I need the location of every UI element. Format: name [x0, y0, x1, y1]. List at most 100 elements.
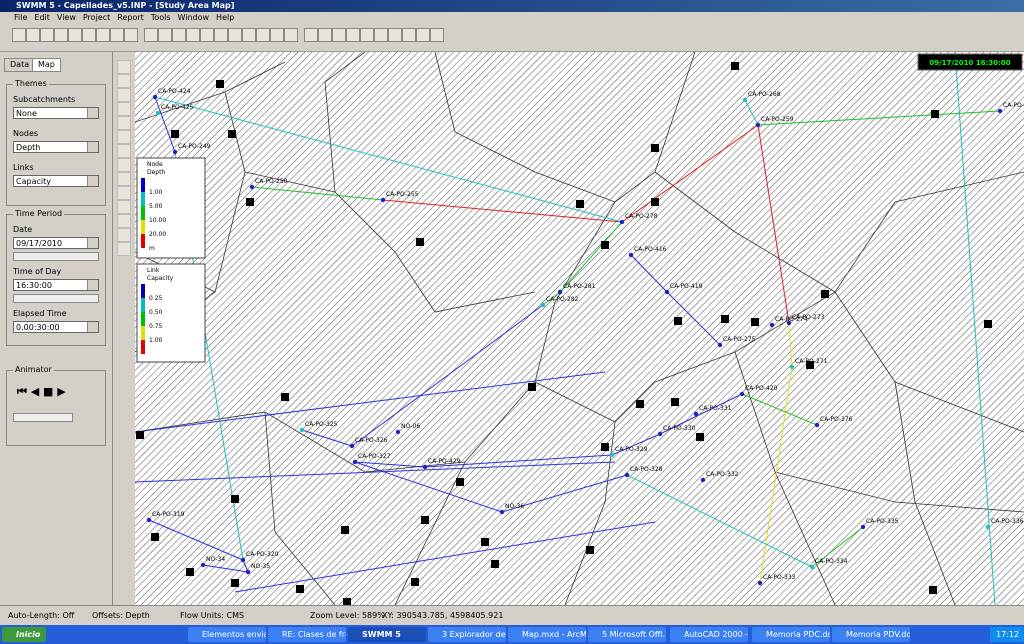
toolbar-button[interactable]	[40, 28, 54, 42]
tool-button[interactable]	[117, 158, 131, 172]
node[interactable]	[815, 423, 819, 427]
node[interactable]	[156, 111, 160, 115]
combo-box[interactable]: Capacity	[13, 175, 99, 187]
tab[interactable]: Map	[32, 58, 61, 72]
toolbar-button[interactable]	[416, 28, 430, 42]
node[interactable]	[300, 428, 304, 432]
node[interactable]	[241, 558, 245, 562]
task-button[interactable]: Map.mxd - ArcMa...	[508, 627, 586, 642]
toolbar-button[interactable]	[110, 28, 124, 42]
tool-button[interactable]	[117, 130, 131, 144]
toolbar-button[interactable]	[124, 28, 138, 42]
task-button[interactable]: Memoria PDC.doc...	[752, 627, 830, 642]
node[interactable]	[694, 412, 698, 416]
tool-button[interactable]	[117, 214, 131, 228]
animator-controls[interactable]: ⏮ ◀ ■ ▶	[17, 385, 66, 399]
node[interactable]	[743, 98, 747, 102]
toolbar-button[interactable]	[96, 28, 110, 42]
tool-button[interactable]	[117, 116, 131, 130]
node[interactable]	[396, 430, 400, 434]
start-button[interactable]: Inicio	[2, 627, 46, 642]
node[interactable]	[173, 150, 177, 154]
node[interactable]	[998, 109, 1002, 113]
combo-box[interactable]: Depth	[13, 141, 99, 153]
toolbar-button[interactable]	[374, 28, 388, 42]
node[interactable]	[718, 343, 722, 347]
toolbar-button[interactable]	[360, 28, 374, 42]
task-button[interactable]: RE: Clases de fra...	[268, 627, 346, 642]
menu-item[interactable]: Edit	[34, 13, 50, 22]
task-button[interactable]: SWMM 5	[348, 627, 426, 642]
node[interactable]	[665, 290, 669, 294]
toolbar-button[interactable]	[172, 28, 186, 42]
toolbar-button[interactable]	[332, 28, 346, 42]
toolbar-button[interactable]	[12, 28, 26, 42]
node[interactable]	[756, 123, 760, 127]
task-button[interactable]: AutoCAD 2000 - [...	[670, 627, 748, 642]
node[interactable]	[250, 185, 254, 189]
tab[interactable]: Data	[4, 58, 35, 72]
node[interactable]	[629, 253, 633, 257]
node[interactable]	[381, 198, 385, 202]
tool-button[interactable]	[117, 74, 131, 88]
node[interactable]	[790, 365, 794, 369]
menu-item[interactable]: Report	[117, 13, 144, 22]
menu-item[interactable]: Tools	[151, 13, 171, 22]
toolbar-button[interactable]	[256, 28, 270, 42]
tool-button[interactable]	[117, 88, 131, 102]
task-button[interactable]: 5 Microsoft Offi...	[588, 627, 666, 642]
task-button[interactable]: 3 Explorador de...	[428, 627, 506, 642]
tool-button[interactable]	[117, 186, 131, 200]
toolbar-button[interactable]	[388, 28, 402, 42]
toolbar-button[interactable]	[402, 28, 416, 42]
node[interactable]	[770, 323, 774, 327]
toolbar-button[interactable]	[270, 28, 284, 42]
tool-button[interactable]	[117, 172, 131, 186]
study-area-map[interactable]: CA-PO-424CA-PO-425CA-PO-249CA-PO-250CA-P…	[135, 52, 1024, 605]
toolbar-button[interactable]	[284, 28, 298, 42]
toolbar-button[interactable]	[186, 28, 200, 42]
node[interactable]	[787, 321, 791, 325]
node[interactable]	[153, 95, 157, 99]
node[interactable]	[625, 473, 629, 477]
menu-item[interactable]: View	[57, 13, 76, 22]
toolbar-button[interactable]	[144, 28, 158, 42]
toolbar-button[interactable]	[26, 28, 40, 42]
speed-slider[interactable]	[13, 413, 73, 422]
node[interactable]	[986, 525, 990, 529]
node[interactable]	[423, 465, 427, 469]
tool-button[interactable]	[117, 102, 131, 116]
node[interactable]	[350, 444, 354, 448]
toolbar-button[interactable]	[242, 28, 256, 42]
task-button[interactable]: Memoria PDV.doc...	[832, 627, 910, 642]
task-button[interactable]: Elementos enviad...	[188, 627, 266, 642]
node[interactable]	[246, 570, 250, 574]
time-box[interactable]: 16:30:00	[13, 279, 99, 291]
toolbar-button[interactable]	[54, 28, 68, 42]
node[interactable]	[201, 563, 205, 567]
date-box[interactable]: 09/17/2010	[13, 237, 99, 249]
node[interactable]	[740, 392, 744, 396]
node[interactable]	[610, 453, 614, 457]
tool-button[interactable]	[117, 60, 131, 74]
node[interactable]	[701, 478, 705, 482]
menu-item[interactable]: File	[14, 13, 27, 22]
node[interactable]	[658, 432, 662, 436]
toolbar-button[interactable]	[158, 28, 172, 42]
tool-button[interactable]	[117, 200, 131, 214]
tool-button[interactable]	[117, 228, 131, 242]
menu-item[interactable]: Help	[216, 13, 234, 22]
toolbar-button[interactable]	[228, 28, 242, 42]
slider[interactable]	[13, 252, 99, 261]
node[interactable]	[758, 581, 762, 585]
menu-item[interactable]: Project	[83, 13, 110, 22]
node[interactable]	[861, 525, 865, 529]
toolbar-button[interactable]	[82, 28, 96, 42]
node[interactable]	[147, 518, 151, 522]
node[interactable]	[558, 290, 562, 294]
node[interactable]	[620, 220, 624, 224]
toolbar-button[interactable]	[304, 28, 318, 42]
toolbar-button[interactable]	[200, 28, 214, 42]
slider[interactable]	[13, 294, 99, 303]
toolbar-button[interactable]	[68, 28, 82, 42]
